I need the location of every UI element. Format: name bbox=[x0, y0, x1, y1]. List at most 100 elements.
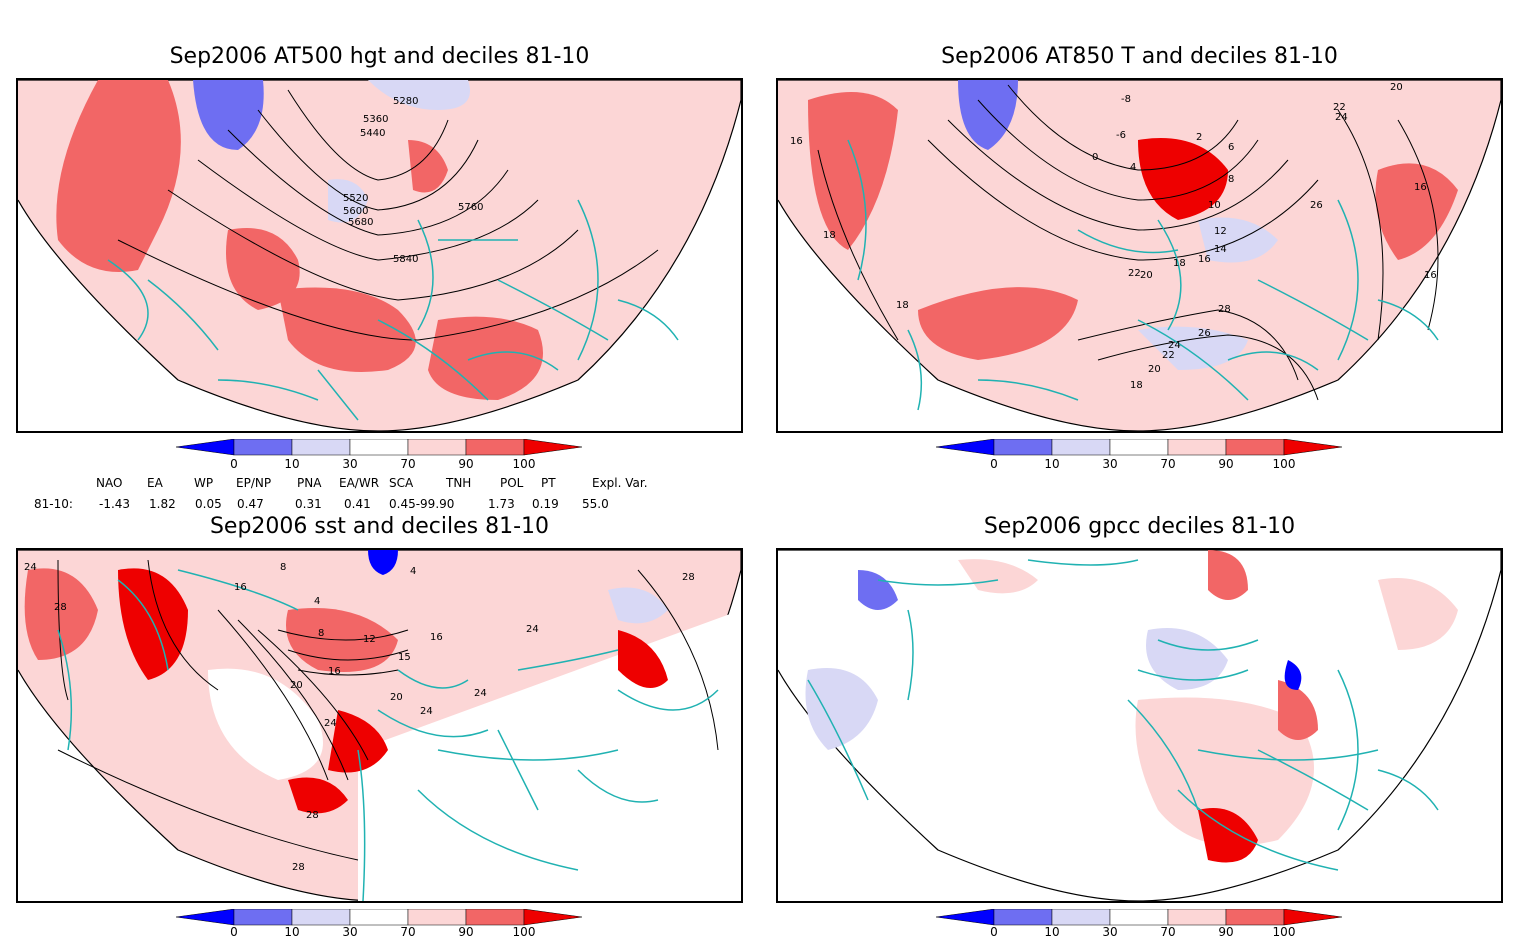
index-value-wp: 0.05 bbox=[195, 497, 222, 511]
colorbar-tick-label: 30 bbox=[342, 457, 358, 471]
contour-label: 18 bbox=[1173, 258, 1186, 269]
contour-label: 2 bbox=[1196, 132, 1202, 143]
index-header-ea: EA bbox=[147, 476, 163, 490]
index-value-epnp: 0.47 bbox=[237, 497, 264, 511]
map-panel-gpcc bbox=[776, 548, 1503, 903]
contour-label: 5280 bbox=[393, 96, 418, 107]
contour-label: 10 bbox=[1208, 200, 1221, 211]
colorbar-tick-label: 100 bbox=[1272, 457, 1296, 471]
panel-title-t850: Sep2006 AT850 T and deciles 81-10 bbox=[941, 44, 1338, 69]
contour-label: 24 bbox=[24, 562, 37, 573]
index-header-sca: SCA bbox=[389, 476, 414, 490]
contour-label: 5600 bbox=[343, 206, 368, 217]
colorbar-tick-label: 0 bbox=[230, 457, 238, 471]
index-value-nao: -1.43 bbox=[99, 497, 131, 511]
contour-label: 5760 bbox=[458, 202, 483, 213]
colorbar-tick-label: 10 bbox=[1044, 457, 1060, 471]
colorbar-tick-label: 100 bbox=[512, 457, 536, 471]
contour-label: 22 bbox=[1162, 350, 1175, 361]
contour-label: 24 bbox=[324, 718, 337, 729]
colorbar-tick-label: 10 bbox=[284, 457, 300, 471]
index-value-ea: 1.82 bbox=[149, 497, 176, 511]
contour-label: 16 bbox=[1198, 254, 1211, 265]
contour-label: 24 bbox=[526, 624, 539, 635]
contour-label: 12 bbox=[363, 634, 376, 645]
contour-label: 18 bbox=[1130, 380, 1143, 391]
colorbar-tick-label: 70 bbox=[400, 457, 416, 471]
index-header-nao: NAO bbox=[96, 476, 123, 490]
map-panel-hgt500: 5280 5360 5440 5520 5600 5680 5760 5840 bbox=[16, 78, 743, 433]
contour-label: 6 bbox=[1228, 142, 1234, 153]
index-value-pol: 0.19 bbox=[532, 497, 559, 511]
contour-label: 20 bbox=[290, 680, 303, 691]
contour-label: 4 bbox=[314, 596, 320, 607]
colorbar-hgt500: 0 10 30 70 90 100 bbox=[175, 438, 586, 479]
contour-label: 4 bbox=[410, 566, 416, 577]
index-header-pt: PT bbox=[541, 476, 556, 490]
index-header-wp: WP bbox=[194, 476, 214, 490]
colorbar-tick-label: 30 bbox=[1102, 925, 1118, 939]
contour-label: 16 bbox=[234, 582, 247, 593]
contour-label: 5360 bbox=[363, 114, 388, 125]
contour-label: 20 bbox=[1148, 364, 1161, 375]
colorbar-sst: 0 10 30 70 90 100 bbox=[175, 908, 586, 940]
colorbar-tick-label: 70 bbox=[1160, 925, 1176, 939]
index-value-sca: 0.45-99.90 bbox=[389, 497, 455, 511]
contour-label: -8 bbox=[1121, 94, 1131, 105]
contour-label: 24 bbox=[474, 688, 487, 699]
map-panel-sst: 24 28 16 8 4 4 8 12 16 20 24 15 16 20 24… bbox=[16, 548, 743, 903]
colorbar-tick-label: 90 bbox=[1218, 925, 1234, 939]
contour-label: 28 bbox=[292, 862, 305, 873]
index-value-pna: 0.31 bbox=[295, 497, 322, 511]
contour-label: 22 bbox=[1333, 102, 1346, 113]
contour-label: 24 bbox=[420, 706, 433, 717]
colorbar-tick-label: 70 bbox=[1160, 457, 1176, 471]
contour-label: 8 bbox=[1228, 174, 1234, 185]
contour-label: -6 bbox=[1116, 130, 1126, 141]
contour-label: 28 bbox=[1218, 304, 1231, 315]
colorbar-tick-label: 100 bbox=[512, 925, 536, 939]
contour-label: 16 bbox=[430, 632, 443, 643]
colorbar-tick-label: 100 bbox=[1272, 925, 1296, 939]
contour-label: 22 bbox=[1128, 268, 1141, 279]
contour-label: 24 bbox=[1168, 340, 1181, 351]
panel-title-gpcc: Sep2006 gpcc deciles 81-10 bbox=[983, 514, 1296, 539]
contour-label: 20 bbox=[1390, 82, 1403, 93]
colorbar-tick-label: 30 bbox=[342, 925, 358, 939]
contour-label: 15 bbox=[398, 652, 411, 663]
contour-label: 4 bbox=[1130, 162, 1136, 173]
colorbar-tick-label: 90 bbox=[458, 457, 474, 471]
colorbar-tick-label: 90 bbox=[1218, 457, 1234, 471]
colorbar-tick-label: 10 bbox=[284, 925, 300, 939]
contour-label: 18 bbox=[823, 230, 836, 241]
contour-label: 20 bbox=[390, 692, 403, 703]
contour-label: 12 bbox=[1214, 226, 1227, 237]
contour-label: 0 bbox=[1092, 152, 1098, 163]
index-value-eawr: 0.41 bbox=[344, 497, 371, 511]
panel-title-sst: Sep2006 sst and deciles 81-10 bbox=[209, 514, 550, 539]
contour-label: 28 bbox=[54, 602, 67, 613]
colorbar-t850: 0 10 30 70 90 100 bbox=[935, 438, 1346, 479]
contour-label: 5840 bbox=[393, 254, 418, 265]
contour-label: 8 bbox=[280, 562, 286, 573]
index-header-tnh: TNH bbox=[446, 476, 472, 490]
colorbar-tick-label: 0 bbox=[230, 925, 238, 939]
contour-label: 5440 bbox=[360, 128, 385, 139]
index-header-pol: POL bbox=[500, 476, 524, 490]
contour-label: 16 bbox=[790, 136, 803, 147]
contour-label: 18 bbox=[896, 300, 909, 311]
colorbar-tick-label: 0 bbox=[990, 925, 998, 939]
index-row-label: 81-10: bbox=[34, 497, 73, 511]
contour-label: 16 bbox=[1424, 270, 1437, 281]
index-header-epnp: EP/NP bbox=[236, 476, 272, 490]
contour-label: 5520 bbox=[343, 193, 368, 204]
index-header-expl-var: Expl. Var. bbox=[592, 476, 648, 490]
colorbar-gpcc: 0 10 30 70 90 100 bbox=[935, 908, 1346, 940]
colorbar-tick-label: 0 bbox=[990, 457, 998, 471]
contour-label: 16 bbox=[328, 666, 341, 677]
map-panel-t850: 22 20 24 16 18 -8 -6 0 2 4 6 8 10 12 14 … bbox=[776, 78, 1503, 433]
contour-label: 20 bbox=[1140, 270, 1153, 281]
colorbar-tick-label: 30 bbox=[1102, 457, 1118, 471]
contour-label: 5680 bbox=[348, 217, 373, 228]
contour-label: 28 bbox=[306, 810, 319, 821]
